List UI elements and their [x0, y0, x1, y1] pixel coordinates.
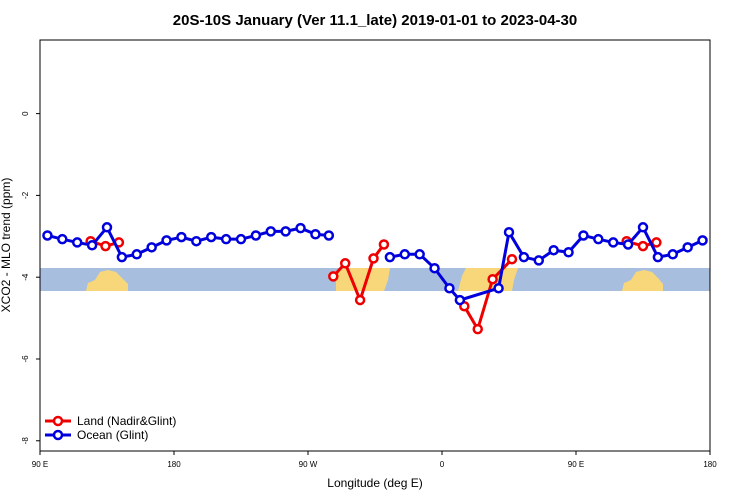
- x-tick-label: 0: [440, 460, 445, 469]
- land-patch: [622, 270, 663, 291]
- data-point: [607, 237, 619, 248]
- data-point: [652, 251, 664, 263]
- x-tick-label: 180: [167, 460, 181, 469]
- data-point: [667, 249, 679, 260]
- data-point: [429, 262, 440, 274]
- plot-frame: [39, 39, 711, 452]
- data-point: [414, 249, 425, 260]
- chart-title: 20S-10S January (Ver 11.1_late) 2019-01-…: [173, 12, 577, 29]
- data-point: [161, 235, 172, 246]
- data-point: [250, 230, 262, 241]
- data-point: [146, 242, 157, 253]
- legend-marker: [52, 415, 64, 427]
- data-point: [384, 251, 396, 263]
- y-tick-label: -8: [21, 437, 30, 445]
- data-point: [651, 237, 662, 248]
- data-point: [454, 294, 466, 306]
- y-tick-label: -6: [21, 355, 30, 363]
- data-point: [697, 235, 708, 246]
- data-point: [42, 230, 53, 241]
- data-point: [354, 294, 366, 306]
- data-point: [323, 230, 335, 241]
- data-point: [328, 271, 339, 282]
- data-point: [295, 222, 306, 234]
- data-point: [310, 229, 321, 240]
- data-point: [444, 282, 455, 294]
- data-point: [131, 249, 143, 260]
- data-point: [563, 246, 574, 258]
- data-point: [682, 242, 693, 253]
- data-point: [235, 233, 247, 245]
- data-point: [368, 253, 379, 264]
- y-axis-label: XCO2 - MLO trend (ppm): [0, 178, 13, 313]
- data-point: [205, 231, 217, 243]
- data-point: [637, 240, 649, 252]
- data-point: [116, 251, 128, 263]
- land-patch: [86, 270, 128, 291]
- data-point: [503, 226, 515, 238]
- x-tick-label: 180: [703, 460, 717, 469]
- x-tick-label: 90 W: [299, 460, 318, 469]
- data-point: [493, 282, 504, 294]
- y-tick-label: 0: [21, 111, 30, 116]
- data-point: [280, 226, 291, 237]
- legend-marker: [52, 429, 64, 441]
- data-point: [622, 239, 634, 250]
- x-axis-label: Longitude (deg E): [327, 476, 422, 490]
- legend-label: Land (Nadir&Glint): [77, 414, 176, 428]
- data-point: [472, 323, 483, 335]
- data-point: [518, 251, 530, 263]
- data-point: [578, 230, 589, 241]
- data-point: [101, 222, 113, 233]
- data-point: [487, 273, 498, 285]
- data-point: [548, 244, 559, 256]
- data-point: [378, 239, 390, 250]
- legend-label: Ocean (Glint): [77, 428, 148, 442]
- data-point: [265, 226, 277, 237]
- data-point: [593, 233, 604, 245]
- data-point: [176, 231, 187, 243]
- data-point: [57, 233, 68, 245]
- x-tick-label: 90 E: [568, 460, 584, 469]
- data-point: [86, 240, 98, 251]
- data-point: [399, 249, 411, 260]
- data-point: [191, 235, 202, 247]
- x-tick-label: 90 E: [32, 460, 48, 469]
- data-point: [71, 237, 83, 248]
- data-point: [533, 255, 545, 266]
- data-point: [637, 222, 649, 233]
- y-tick-label: -4: [21, 273, 30, 281]
- data-point: [339, 258, 351, 269]
- data-point: [220, 233, 232, 245]
- data-point: [506, 253, 518, 265]
- data-point: [100, 240, 111, 252]
- y-tick-label: -2: [21, 191, 30, 199]
